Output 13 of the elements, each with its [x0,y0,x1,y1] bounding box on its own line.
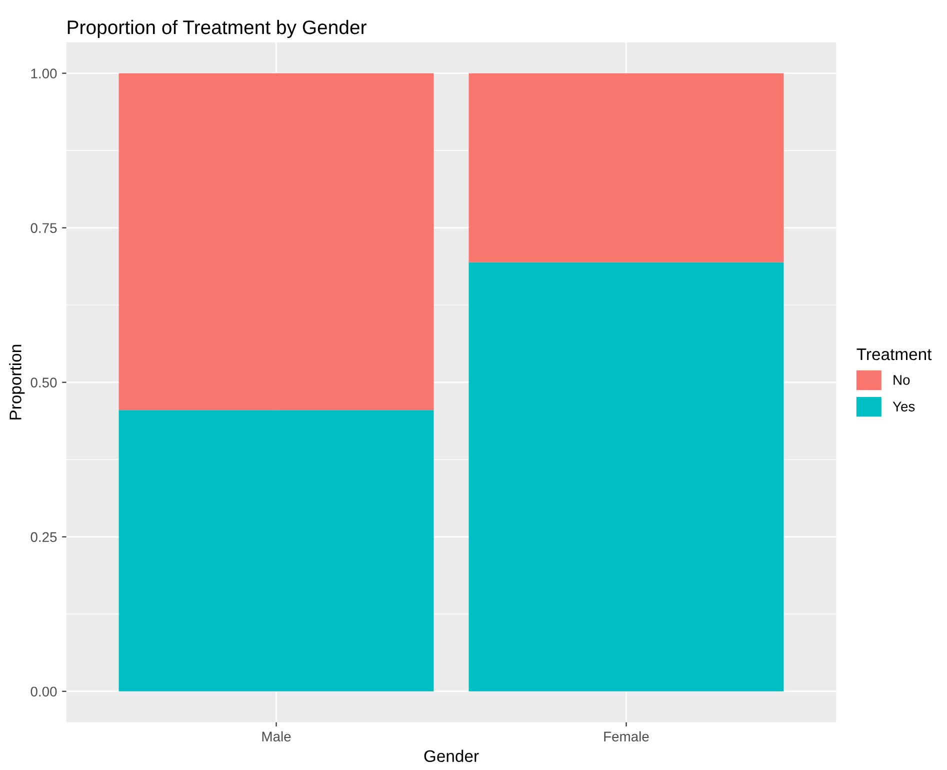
x-tick-label: Female [604,731,649,742]
x-axis-title: Gender [424,750,479,762]
y-tick-label: 0.50 [30,378,57,388]
y-tick-label: 0.25 [30,532,57,542]
chart-title: Proportion of Treatment by Gender [68,20,366,38]
legend-label: Yes [892,402,915,412]
y-axis-title: Proportion [9,344,25,420]
y-tick-label: 0.75 [30,223,57,233]
legend-label: No [894,375,910,385]
y-tick-label: 1.00 [31,68,57,78]
y-tick-label: 0.00 [30,686,57,697]
x-tick-label: Male [262,731,291,742]
legend-title: Treatment [856,348,932,360]
